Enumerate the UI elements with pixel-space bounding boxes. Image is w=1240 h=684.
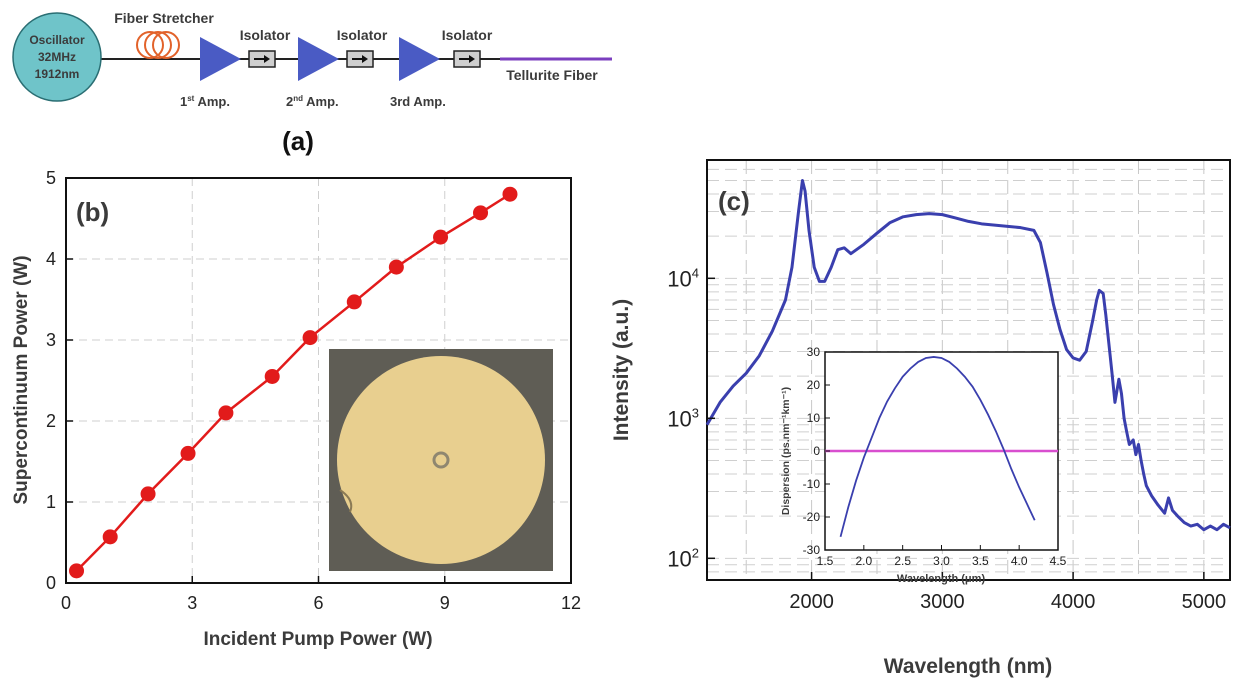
- x-tick-label: 0: [61, 593, 71, 613]
- x-tick-label: 6: [313, 593, 323, 613]
- power-point: [433, 229, 449, 245]
- x-tick-label: 3000: [920, 591, 965, 613]
- power-point: [140, 486, 156, 502]
- amplifier-3-icon: [399, 37, 440, 81]
- y-tick-label: 3: [46, 330, 56, 350]
- amplifier-3-label: 3rd Amp.: [390, 94, 446, 109]
- dispersion-ylabel: Dispersion (ps.nm⁻¹km⁻¹): [780, 387, 792, 515]
- y-tick-label: 103: [667, 405, 699, 431]
- inset-y-tick-label: -20: [803, 510, 821, 524]
- spectrum-chart-frame: [706, 159, 1231, 581]
- spectrum-series: [705, 178, 1231, 532]
- amplifier-1-icon: [200, 37, 241, 81]
- inset-x-tick-label: 1.5: [817, 554, 834, 568]
- y-tick-label: 104: [667, 265, 699, 291]
- fiber-stretcher-coil: [136, 31, 180, 59]
- oscillator-label-2: 32MHz: [38, 50, 76, 64]
- spectrum-chart: 2000 3000 4000 5000 102 103 104 1.5 2.0 2.5 3.0 3.…: [610, 159, 1231, 678]
- isolator-1-label: Isolator: [240, 27, 291, 43]
- x-tick-label: 5000: [1182, 591, 1227, 613]
- x-tick-label: 9: [440, 593, 450, 613]
- isolator-3: [453, 50, 481, 68]
- power-point: [264, 368, 280, 384]
- amplifier-1-label: 1st Amp.: [180, 94, 230, 109]
- power-point: [302, 330, 318, 346]
- y-tick-label: 1: [46, 492, 56, 512]
- x-tick-label: 4000: [1051, 591, 1096, 613]
- amplifier-2-label: 2nd Amp.: [286, 94, 339, 109]
- y-tick-label: 4: [46, 249, 56, 269]
- inset-x-tick-label: 4.5: [1050, 554, 1067, 568]
- inset-y-tick-label: -10: [803, 477, 821, 491]
- inset-y-tick-label: 30: [807, 345, 821, 359]
- x-tick-label: 2000: [789, 591, 834, 613]
- fiber-cross-section-photo: [329, 349, 553, 571]
- power-point: [346, 294, 362, 310]
- inset-x-tick-label: 3.0: [933, 554, 950, 568]
- power-chart-xlabel: Incident Pump Power (W): [203, 629, 432, 650]
- spectrum-line: [705, 178, 1231, 532]
- dispersion-curve: [839, 356, 1036, 538]
- power-point: [218, 405, 234, 421]
- dispersion-series: [825, 356, 1058, 538]
- x-tick-label: 12: [561, 593, 581, 613]
- amplifier-2-icon: [298, 37, 339, 81]
- x-tick-label: 3: [187, 593, 197, 613]
- inset-x-tick-label: 3.5: [972, 554, 989, 568]
- panel-a-label: (a): [282, 126, 314, 156]
- inset-y-tick-label: -30: [803, 543, 821, 557]
- inset-x-tick-label: 4.0: [1011, 554, 1028, 568]
- y-tick-label: 5: [46, 168, 56, 188]
- tellurite-fiber-label: Tellurite Fiber: [506, 67, 598, 83]
- spectrum-chart-ylabel: Intensity (a.u.): [610, 299, 633, 441]
- power-point: [388, 259, 404, 275]
- power-chart-ylabel: Supercontinuum Power (W): [11, 255, 32, 504]
- dispersion-xlabel: Wavelength (μm): [897, 573, 986, 585]
- isolator-2: [346, 50, 374, 68]
- power-line: [75, 193, 511, 572]
- schematic-panel: Oscillator 32MHz 1912nm Fiber Stretcher …: [12, 10, 612, 156]
- oscillator-circle: [12, 12, 102, 102]
- isolator-1: [248, 50, 276, 68]
- isolator-2-label: Isolator: [337, 27, 388, 43]
- power-point: [180, 445, 196, 461]
- oscillator-label-3: 1912nm: [35, 67, 80, 81]
- dispersion-inset: 1.5 2.0 2.5 3.0 3.5 4.0 4.5 -30 -20 -10 0 10 20 30 Wa…: [780, 345, 1067, 585]
- power-point: [473, 205, 489, 221]
- inset-x-tick-label: 2.5: [894, 554, 911, 568]
- panel-b-label: (b): [76, 197, 109, 227]
- fiber-stretcher-label: Fiber Stretcher: [114, 10, 214, 26]
- spectrum-chart-ticks: 2000 3000 4000 5000 102 103 104: [667, 265, 1226, 613]
- isolator-3-label: Isolator: [442, 27, 493, 43]
- power-point: [102, 529, 118, 545]
- inset-y-tick-label: 10: [807, 411, 821, 425]
- y-tick-label: 102: [667, 545, 699, 571]
- y-tick-label: 2: [46, 411, 56, 431]
- power-point: [69, 563, 85, 579]
- power-series: [69, 186, 518, 579]
- y-tick-label: 0: [46, 573, 56, 593]
- spectrum-chart-xlabel: Wavelength (nm): [884, 655, 1052, 678]
- panel-c-label: (c): [718, 186, 750, 216]
- inset-x-tick-label: 2.0: [855, 554, 872, 568]
- inset-y-tick-label: 0: [813, 444, 820, 458]
- dispersion-ticks: 1.5 2.0 2.5 3.0 3.5 4.0 4.5 -30 -20 -10 0 10 20 30: [803, 345, 1067, 568]
- inset-y-tick-label: 20: [807, 378, 821, 392]
- power-point: [502, 186, 518, 202]
- oscillator-label-1: Oscillator: [29, 33, 85, 47]
